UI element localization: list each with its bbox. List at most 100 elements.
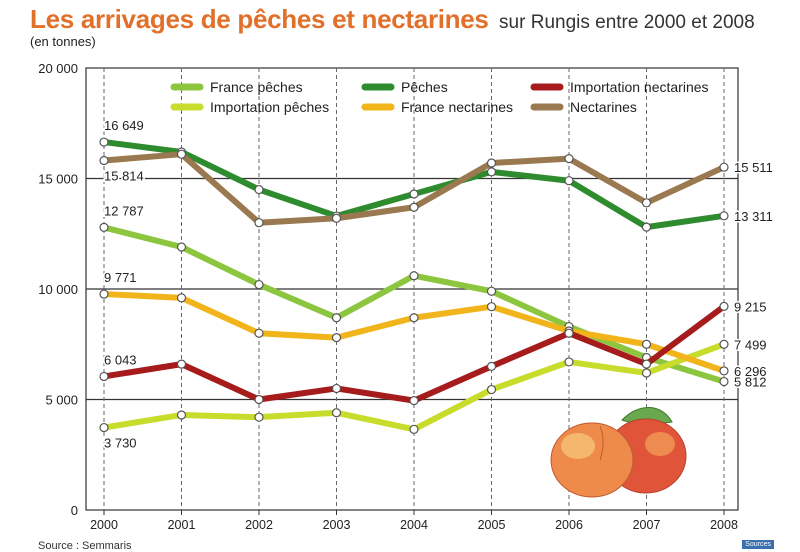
series-nectarines [99,149,729,228]
y-axis: 0 5 000 10 000 15 000 20 000 [38,61,738,518]
x-tick-label: 2003 [323,518,351,532]
data-label: 6 043 [104,352,137,367]
x-tick-label: 2007 [633,518,661,532]
data-label: 15 511 [734,160,773,175]
data-point [719,301,729,311]
data-point [641,222,652,232]
data-point [409,424,419,434]
data-label: 7 499 [734,337,767,352]
data-point [719,366,729,376]
data-point [641,359,652,369]
data-point [176,242,187,252]
legend-item: France nectarines [361,99,513,115]
legend: France pêches Pêches Importation nectarine… [170,79,709,115]
data-point [99,289,109,299]
data-point [564,176,574,186]
data-point [641,198,652,208]
data-point [176,410,187,420]
data-point [486,286,497,296]
legend-item: Importation nectarines [530,79,709,95]
publisher-logo: Sources [742,540,774,549]
data-point [486,167,497,177]
data-point [641,339,652,349]
data-point [254,328,264,338]
data-label: 13 311 [734,209,773,224]
data-label: 5 812 [734,375,767,390]
legend-label: Importation pêches [210,99,329,115]
data-point [486,302,497,312]
legend-label: Pêches [401,79,448,95]
series-importation-nectarines [99,301,729,406]
x-tick-label: 2002 [245,518,273,532]
series-group [99,137,729,434]
legend-item: Importation pêches [170,99,329,115]
legend-label: France nectarines [401,99,513,115]
data-point [331,408,342,418]
data-point [331,333,342,343]
series-importation-peches [99,339,729,434]
chart-title-row: Les arrivages de pêches et nectarines su… [30,4,755,35]
chart-subtitle: sur Rungis entre 2000 et 2008 [499,12,755,33]
data-point [99,137,109,147]
data-point [331,383,342,394]
data-point [486,361,497,371]
data-point [99,422,109,433]
data-point [564,154,574,164]
data-point [254,184,264,195]
data-point [409,189,419,199]
data-point [176,293,187,303]
peach-crease [599,425,604,461]
unit-label: (en tonnes) [30,34,96,49]
data-point [254,218,264,228]
data-point [409,202,419,212]
x-tick-label: 2005 [478,518,506,532]
y-tick-label: 0 [71,503,78,518]
data-point [719,339,729,349]
data-point [409,271,419,281]
y-tick-label: 5 000 [45,393,78,408]
data-labels: 16 649 15 814 12 787 9 771 6 043 3 730 15 511 1… [103,117,775,453]
data-point [564,328,574,338]
data-label: 3 730 [104,436,137,451]
data-point [254,394,264,405]
data-point [176,359,187,369]
x-tick-label: 2001 [168,518,196,532]
x-tick-label: 2008 [710,518,738,532]
data-point [99,155,109,166]
series-peches [99,137,729,232]
legend-item: France pêches [170,79,303,95]
data-point [486,384,497,395]
peach-fruit [550,422,634,498]
data-label: 16 649 [104,118,144,133]
y-tick-label: 15 000 [38,172,78,187]
data-point [564,357,574,367]
data-label: 9 771 [104,270,137,285]
data-point [99,222,109,233]
legend-item: Nectarines [530,99,637,115]
data-point [331,313,342,323]
data-point [719,211,729,221]
x-tick-label: 2006 [555,518,583,532]
data-point [409,396,419,406]
data-label: 12 787 [104,203,144,218]
y-tick-label: 10 000 [38,282,78,297]
data-point [409,313,419,323]
data-label: 9 215 [734,299,767,314]
data-point [331,213,342,223]
source-note: Source : Semmaris [38,540,132,552]
data-point [719,162,729,172]
legend-item: Pêches [361,79,448,95]
data-point [486,158,497,168]
data-point [176,149,187,159]
series-france-peches [99,222,729,387]
legend-label: Importation nectarines [570,79,709,95]
peach-highlight [561,433,595,459]
y-tick-label: 20 000 [38,61,78,76]
data-point [99,371,109,382]
data-point [254,412,264,422]
data-label: 6 296 [734,364,767,379]
data-point [719,376,729,387]
peach-illustration [550,407,687,498]
data-point [254,279,264,290]
